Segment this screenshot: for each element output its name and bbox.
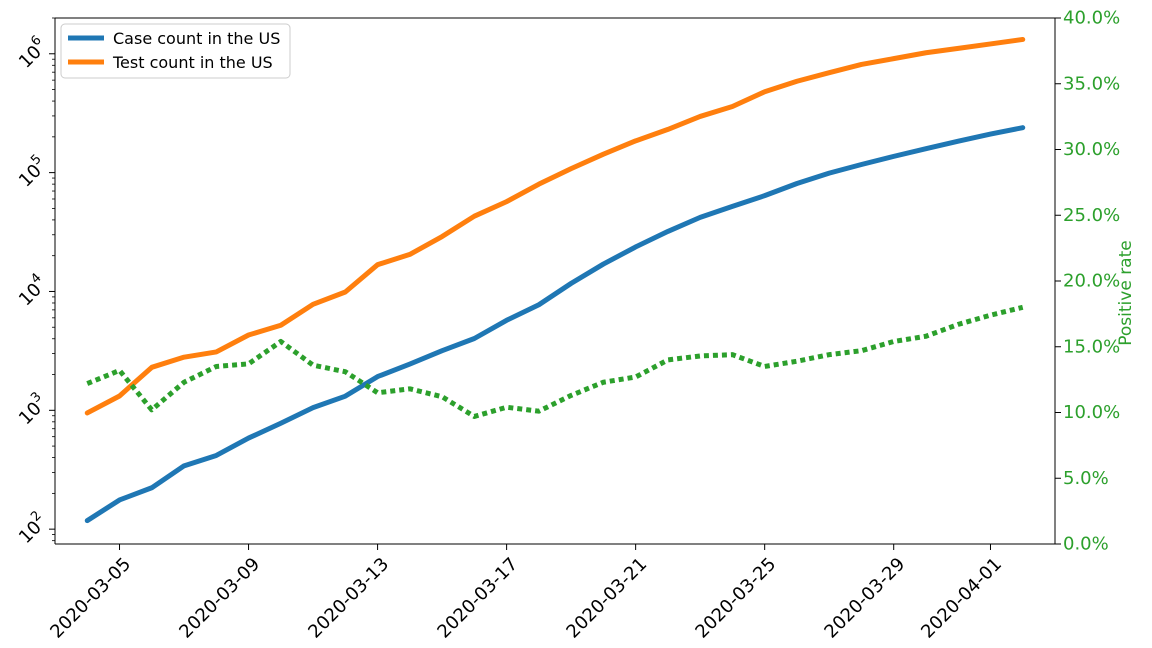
right-tick-label: 30.0% [1063, 139, 1120, 160]
left-tick-label: 105 [12, 152, 52, 192]
x-tick-label: 2020-03-29 [820, 554, 909, 643]
series-layer [84, 36, 1026, 524]
right-tick-label: 35.0% [1063, 73, 1120, 94]
series-line-case-count [84, 125, 1026, 524]
x-tick-label: 2020-03-13 [304, 554, 393, 643]
left-tick-label: 103 [12, 389, 52, 429]
left-tick-label: 106 [12, 33, 52, 73]
right-tick-label: 40.0% [1063, 8, 1120, 29]
right-tick-label: 10.0% [1063, 402, 1120, 423]
x-tick-label: 2020-03-25 [691, 554, 780, 643]
x-tick-label: 2020-03-17 [433, 554, 522, 643]
right-tick-label: 5.0% [1063, 468, 1109, 489]
right-tick-label: 0.0% [1063, 534, 1109, 555]
x-tick-label: 2020-03-05 [46, 554, 135, 643]
x-tick-label: 2020-04-01 [917, 554, 1006, 643]
right-tick-label: 25.0% [1063, 205, 1120, 226]
left-tick-label: 104 [12, 271, 52, 311]
right-axis-label: Positive rate [1116, 240, 1136, 345]
right-tick-label: 15.0% [1063, 336, 1120, 357]
legend-label-case: Case count in the US [113, 29, 280, 48]
legend-label-test: Test count in the US [112, 53, 273, 72]
right-tick-label: 20.0% [1063, 271, 1120, 292]
legend: Case count in the US Test count in the U… [60, 23, 291, 79]
plot-area [55, 18, 1055, 544]
x-tick-label: 2020-03-21 [562, 554, 651, 643]
series-line-positive-rate [86, 304, 1024, 419]
legend-box [60, 23, 291, 79]
left-tick-label: 102 [12, 508, 52, 548]
x-tick-label: 2020-03-09 [175, 554, 264, 643]
series-line-test-count [84, 36, 1026, 416]
